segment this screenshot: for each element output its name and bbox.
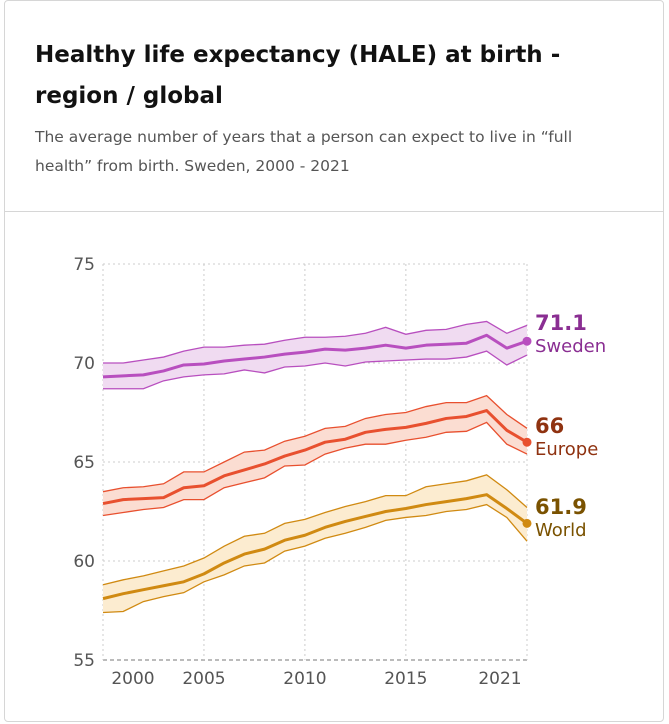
end-value-label: 71.1 <box>535 311 587 335</box>
uncertainty-band-sweden <box>103 321 527 389</box>
lower-bound-line <box>102 503 528 614</box>
upper-bound-line <box>102 394 528 493</box>
y-tick-label: 55 <box>73 651 95 671</box>
upper-bound-line <box>103 320 528 364</box>
chart-header: Healthy life expectancy (HALE) at birth … <box>5 1 663 212</box>
y-tick-label: 65 <box>73 453 95 473</box>
series-name-label: World <box>535 520 587 541</box>
end-point-marker <box>522 437 532 447</box>
series-name-label: Sweden <box>535 336 606 357</box>
y-tick-label: 60 <box>73 552 95 572</box>
series-line-sweden <box>102 333 528 379</box>
end-point-marker <box>522 336 532 346</box>
end-value-label: 61.9 <box>535 495 587 519</box>
series-line-europe <box>102 409 528 506</box>
chart-subtitle: The average number of years that a perso… <box>35 128 573 175</box>
upper-bound-line <box>102 474 528 586</box>
y-tick-label: 75 <box>73 255 95 275</box>
x-tick-label: 2000 <box>111 669 154 689</box>
end-value-label: 66 <box>535 414 564 438</box>
x-tick-label: 2015 <box>384 669 427 689</box>
x-tick-label: 2005 <box>182 669 225 689</box>
y-tick-label: 70 <box>73 354 95 374</box>
lower-bound-line <box>102 421 528 517</box>
series-line-world <box>102 493 528 601</box>
x-tick-label: 2021 <box>478 669 521 689</box>
chart-title: Healthy life expectancy (HALE) at birth … <box>35 42 561 109</box>
series-name-label: Europe <box>535 439 598 460</box>
uncertainty-band-world <box>103 474 527 613</box>
end-point-marker <box>522 518 532 528</box>
lower-bound-line <box>103 350 528 390</box>
x-tick-label: 2010 <box>283 669 326 689</box>
